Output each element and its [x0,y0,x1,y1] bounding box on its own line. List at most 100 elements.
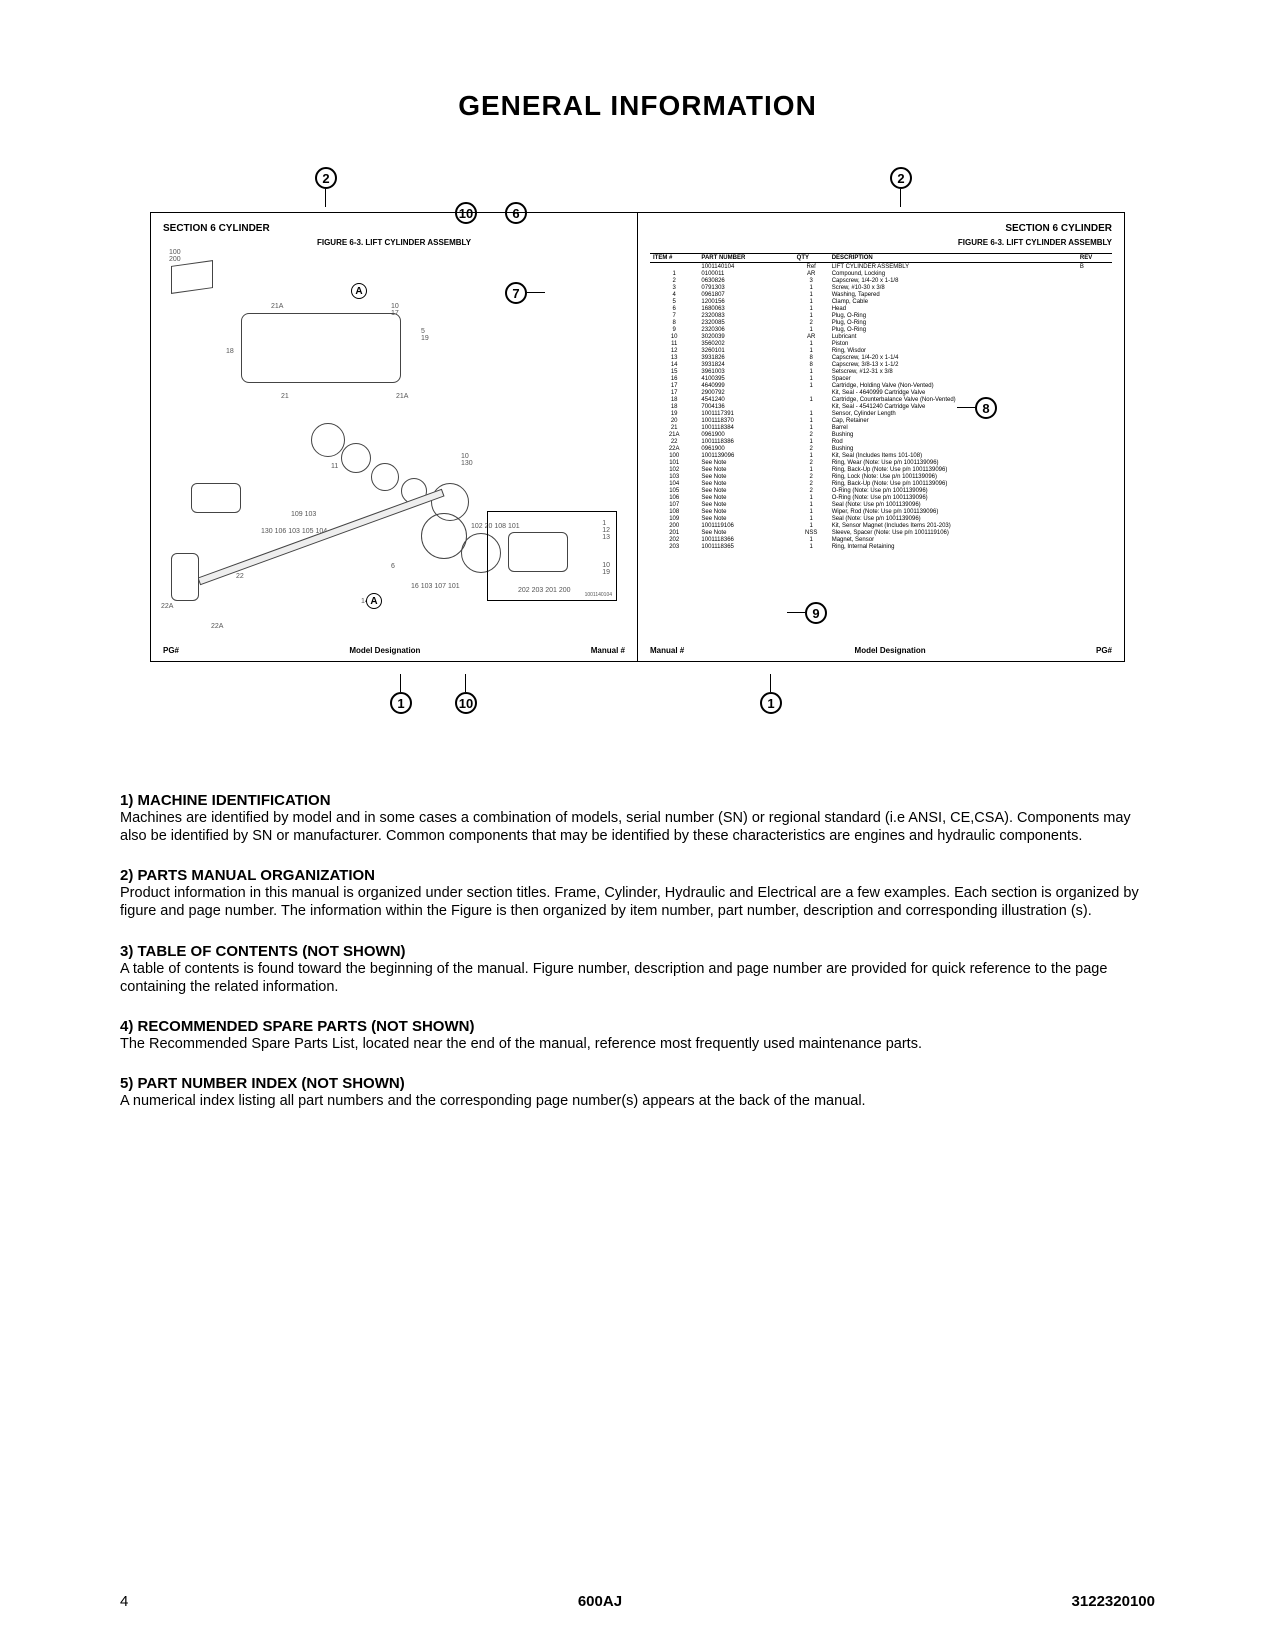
shape-ring [371,463,399,491]
shape-endcap [171,553,199,601]
table-cell: Plug, O-Ring [829,326,1077,333]
table-cell: See Note [698,459,793,466]
table-cell: 1 [794,543,829,550]
table-cell: 1 [794,326,829,333]
table-cell: 3 [650,284,698,291]
table-cell [1077,298,1112,305]
table-cell: 18 [650,403,698,410]
table-cell: 8 [794,354,829,361]
table-cell: 103 [650,473,698,480]
table-cell: See Note [698,480,793,487]
table-row: 2210011183861Rod [650,438,1112,445]
table-cell: B [1077,263,1112,271]
table-cell: Sleeve, Spacer (Note: Use p/n 1001119106… [829,529,1077,536]
table-cell: Magnet, Sensor [829,536,1077,543]
table-row: 101See Note2Ring, Wear (Note: Use p/n 10… [650,459,1112,466]
notes-section: 1) MACHINE IDENTIFICATIONMachines are id… [120,792,1155,1110]
table-cell [1077,480,1112,487]
table-cell: See Note [698,529,793,536]
table-cell: 6 [650,305,698,312]
table-cell: 1001118384 [698,424,793,431]
table-cell: 14 [650,361,698,368]
table-cell: 1 [794,340,829,347]
section-label-right: SECTION 6 CYLINDER [650,223,1112,234]
table-cell: 17 [650,389,698,396]
figure-caption-left: FIGURE 6-3. LIFT CYLINDER ASSEMBLY [163,238,625,247]
table-cell: 200 [650,522,698,529]
table-cell [1077,466,1112,473]
table-header: ITEM # [650,254,698,263]
table-cell: Rod [829,438,1077,445]
table-cell [1077,277,1112,284]
table-cell: O-Ring (Note: Use p/n 1001139096) [829,494,1077,501]
table-cell: 5 [650,298,698,305]
table-cell [1077,487,1112,494]
note-body: A table of contents is found toward the … [120,960,1155,996]
table-cell: 1 [794,522,829,529]
page: GENERAL INFORMATION 221067891101 SECTION… [0,0,1275,1650]
table-cell: 1001118386 [698,438,793,445]
table-cell: AR [794,333,829,340]
table-row: 105See Note2O-Ring (Note: Use p/n 100113… [650,487,1112,494]
table-cell: 102 [650,466,698,473]
table-cell: 2 [794,445,829,452]
table-row: 512001561Clamp, Cable [650,298,1112,305]
table-cell: 22A [650,445,698,452]
table-cell [1077,494,1112,501]
table-cell: 21 [650,424,698,431]
note-title: 1) MACHINE IDENTIFICATION [120,792,1155,809]
table-row: 1641003951Spacer [650,375,1112,382]
table-cell: 1200156 [698,298,793,305]
note-title: 4) RECOMMENDED SPARE PARTS (NOT SHOWN) [120,1018,1155,1035]
table-row: 21A09619002Bushing [650,431,1112,438]
table-row: 1910011173911Sensor, Cylinder Length [650,410,1112,417]
table-cell: 1 [794,452,829,459]
table-cell: 3931824 [698,361,793,368]
table-cell [1077,368,1112,375]
table-cell: Wiper, Rod (Note: Use p/n 1001139096) [829,508,1077,515]
table-row: 206308263Capscrew, 1/4-20 x 1-1/8 [650,277,1112,284]
shape-ring [311,423,345,457]
note-title: 3) TABLE OF CONTENTS (NOT SHOWN) [120,943,1155,960]
table-cell: 1 [794,515,829,522]
table-cell: Ring, Back-Up (Note: Use p/n 1001139096) [829,466,1077,473]
table-cell [1077,389,1112,396]
table-row: 923203061Plug, O-Ring [650,326,1112,333]
table-header: DESCRIPTION [829,254,1077,263]
table-row: 20210011183661Magnet, Sensor [650,536,1112,543]
table-row: 823200852Plug, O-Ring [650,319,1112,326]
table-row: 103See Note2Ring, Lock (Note: Use p/n 10… [650,473,1112,480]
table-cell [1077,347,1112,354]
table-row: 102See Note1Ring, Back-Up (Note: Use p/n… [650,466,1112,473]
table-row: 1001140104RefLIFT CYLINDER ASSEMBLYB [650,263,1112,271]
table-cell [1077,326,1112,333]
footer-model-des: Model Designation [349,646,420,655]
table-cell: Cartridge, Holding Valve (Non-Vented) [829,382,1077,389]
table-cell: 100 [650,452,698,459]
table-cell: Cap, Retainer [829,417,1077,424]
table-row: 20310011183651Ring, Internal Retaining [650,543,1112,550]
detail-inset: 11213 1019 202 203 201 200 1001140104 [487,511,617,601]
table-cell: See Note [698,508,793,515]
table-cell: Kit, Seal - 4640999 Cartridge Valve [829,389,1077,396]
table-cell: 4640999 [698,382,793,389]
table-row: 104See Note2Ring, Back-Up (Note: Use p/n… [650,480,1112,487]
table-cell: 1 [794,438,829,445]
footer-pg: PG# [163,646,179,655]
table-cell [1077,319,1112,326]
table-cell: See Note [698,487,793,494]
table-cell [1077,529,1112,536]
table-cell: 107 [650,501,698,508]
table-cell: 9 [650,326,698,333]
table-cell: NSS [794,529,829,536]
section-label-left: SECTION 6 CYLINDER [163,223,270,234]
table-cell [1077,536,1112,543]
table-cell: 17 [650,382,698,389]
table-row: 1746409991Cartridge, Holding Valve (Non-… [650,382,1112,389]
table-cell: Washing, Tapered [829,291,1077,298]
table-cell: See Note [698,466,793,473]
table-cell: 2 [794,487,829,494]
table-cell: 1 [794,396,829,403]
table-cell: 0630826 [698,277,793,284]
table-cell: 20 [650,417,698,424]
